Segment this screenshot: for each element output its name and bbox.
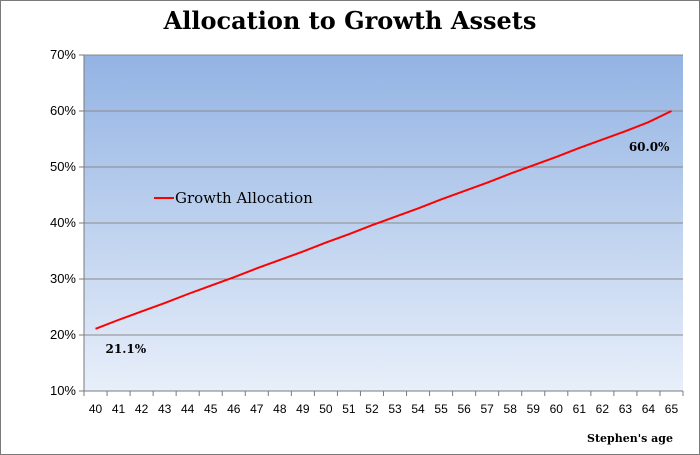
x-tick-label: 53 (388, 402, 402, 416)
x-tick-label: 52 (365, 402, 379, 416)
y-tick-label: 30% (50, 271, 76, 286)
x-tick-label: 57 (480, 402, 494, 416)
x-tick-label: 63 (619, 402, 633, 416)
y-tick-label: 10% (50, 383, 76, 398)
series-line-growth-allocation (95, 110, 672, 330)
series-layer (95, 110, 672, 330)
x-tick-label: 45 (204, 402, 218, 416)
x-tick-label: 50 (319, 402, 333, 416)
data-label-first: 21.1% (106, 342, 147, 356)
y-tick-label: 60% (50, 103, 76, 118)
legend: Growth Allocation (154, 189, 313, 207)
x-tick-label: 54 (411, 402, 425, 416)
x-tick-label: 60 (550, 402, 564, 416)
x-tick-label: 47 (250, 402, 264, 416)
x-tick-label: 44 (181, 402, 195, 416)
gridlines (84, 54, 683, 336)
x-tick-label: 41 (112, 402, 126, 416)
x-axis-ticks: 40 41 42 43 44 45 46 47 48 49 50 51 52 53 54 55 56 57 58 59… (83, 391, 684, 416)
x-tick-label: 43 (158, 402, 172, 416)
x-tick-label: 51 (342, 402, 356, 416)
x-tick-label: 65 (665, 402, 679, 416)
x-tick-label: 48 (273, 402, 287, 416)
y-tick-label: 50% (50, 159, 76, 174)
x-tick-label: 55 (434, 402, 448, 416)
x-tick-label: 59 (527, 402, 541, 416)
x-tick-label: 56 (457, 402, 471, 416)
y-tick-label: 40% (50, 215, 76, 230)
x-tick-label: 42 (135, 402, 149, 416)
data-label-last: 60.0% (629, 140, 670, 154)
x-tick-label: 62 (596, 402, 610, 416)
x-tick-label: 40 (89, 402, 103, 416)
y-tick-label: 70% (50, 47, 76, 62)
x-tick-label: 49 (296, 402, 310, 416)
y-tick-label: 20% (50, 327, 76, 342)
chart-title: Allocation to Growth Assets (163, 6, 537, 35)
x-tick-label: 64 (642, 402, 656, 416)
x-tick-label: 46 (227, 402, 241, 416)
y-axis-ticks: 10% 20% 30% 40% 50% 60% 70% (50, 47, 84, 398)
annotations: 21.1% 60.0% (106, 140, 671, 356)
x-tick-label: 58 (504, 402, 518, 416)
legend-label: Growth Allocation (175, 189, 313, 207)
x-axis-label: Stephen's age (587, 432, 673, 445)
x-tick-label: 61 (573, 402, 587, 416)
